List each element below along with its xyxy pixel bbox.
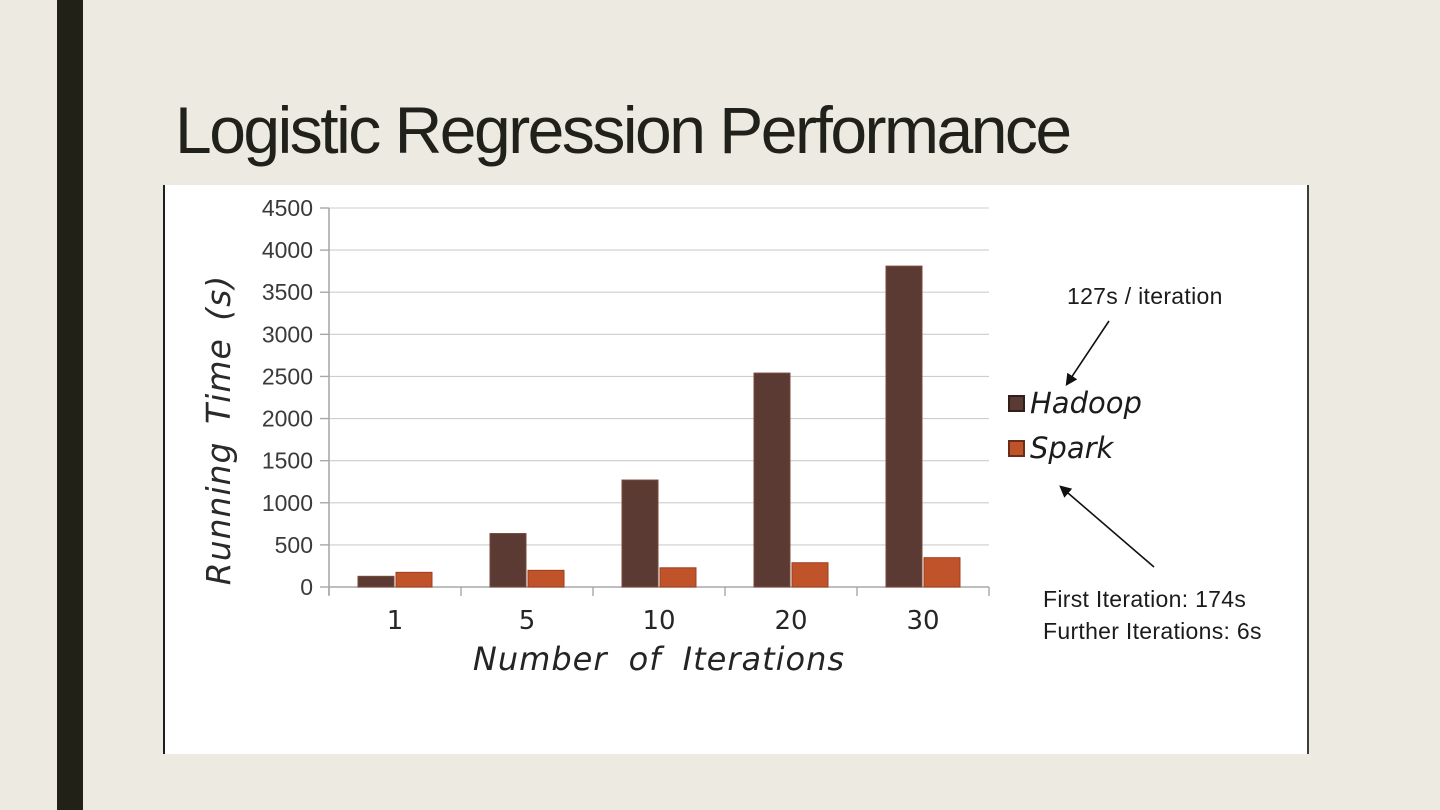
legend-label-hadoop: Hadoop [1030, 386, 1142, 420]
y-tick-label: 4500 [262, 195, 313, 221]
bar-spark-30 [923, 557, 961, 588]
y-tick-label: 4000 [262, 237, 313, 263]
x-tick-label: 5 [519, 606, 536, 636]
y-tick-label: 1500 [262, 448, 313, 474]
y-tick-label: 0 [300, 574, 313, 600]
legend-label-spark: Spark [1030, 431, 1114, 465]
x-axis-title: Number of Iterations [472, 640, 846, 678]
y-tick-label: 3500 [262, 279, 313, 305]
y-tick-label: 1000 [262, 490, 313, 516]
x-tick-label: 10 [642, 606, 675, 636]
hadoop-annotation: 127s / iteration [1067, 283, 1223, 309]
spark-swatch-icon [1008, 439, 1025, 457]
x-tick-label: 30 [906, 606, 939, 636]
bar-hadoop-1 [357, 575, 395, 588]
y-tick-label: 500 [275, 532, 313, 558]
bar-hadoop-30 [885, 265, 923, 588]
y-tick-label: 2500 [262, 363, 313, 389]
bar-hadoop-20 [753, 372, 791, 588]
left-accent-bar [57, 0, 83, 810]
arrow-to-spark-legend [1059, 485, 1155, 568]
y-tick-label: 2000 [262, 406, 313, 432]
chart-panel: 0 500 1000 1500 2000 2500 3000 3500 4000 4500 1 5 10… [163, 185, 1309, 754]
bar-spark-10 [659, 567, 697, 588]
spark-annotation-line2: Further Iterations: 6s [1043, 618, 1262, 644]
bar-spark-5 [527, 569, 565, 588]
y-tick-label: 3000 [262, 321, 313, 347]
spark-annotation-line1: First Iteration: 174s [1043, 586, 1247, 612]
legend-item-hadoop: Hadoop [1008, 386, 1142, 420]
slide-title: Logistic Regression Performance [175, 93, 1072, 167]
arrow-to-hadoop-legend [1065, 320, 1110, 386]
chart-legend: Hadoop Spark [1008, 386, 1142, 465]
legend-item-spark: Spark [1008, 431, 1142, 465]
spark-annotation: First Iteration: 174s Further Iterations… [1043, 583, 1262, 647]
x-tick-label: 20 [774, 606, 807, 636]
bar-hadoop-5 [489, 533, 527, 588]
y-axis-title: Running Time (s) [199, 274, 238, 586]
x-tick-label: 1 [387, 606, 404, 636]
hadoop-swatch-icon [1008, 394, 1025, 412]
bar-spark-20 [791, 562, 829, 588]
bar-spark-1 [395, 571, 433, 588]
bar-hadoop-10 [621, 479, 659, 588]
